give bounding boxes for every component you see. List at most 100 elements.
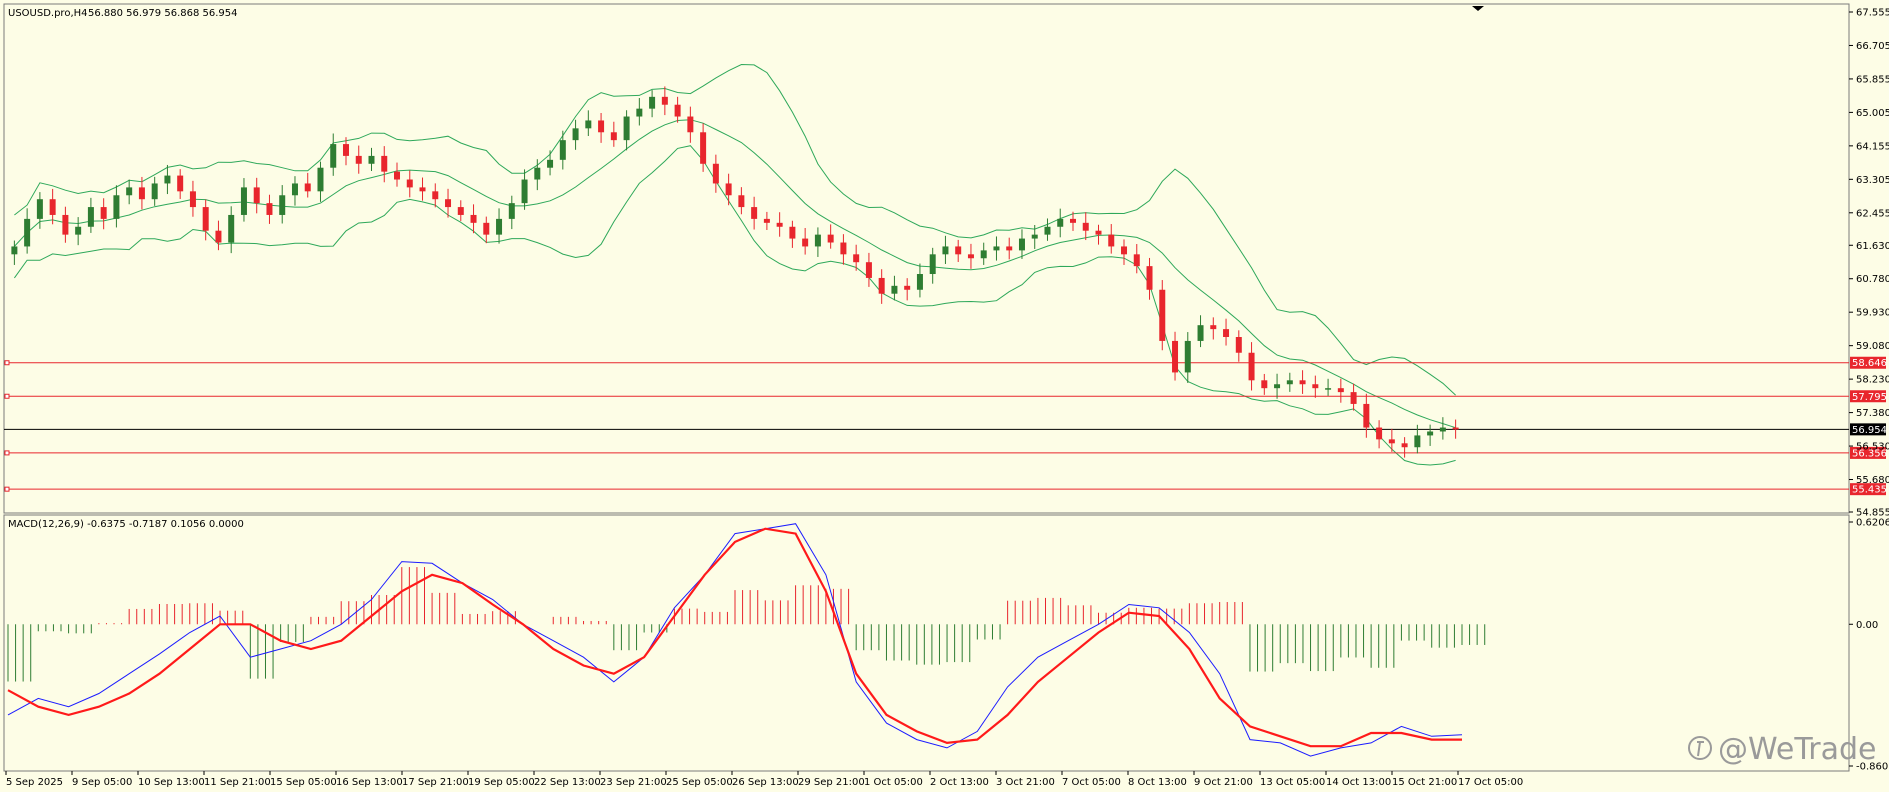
candle-body (394, 171, 401, 180)
candle-body (1261, 380, 1268, 389)
candle-body (138, 187, 145, 200)
candle-body (1274, 384, 1281, 389)
candle-body (1401, 443, 1408, 448)
ohlc-readout: 56.880 56.979 56.868 56.954 (88, 8, 238, 19)
candle-body (342, 144, 349, 156)
candle-body (1235, 337, 1242, 353)
candle-body (1427, 431, 1434, 436)
candle-body (100, 207, 107, 219)
candle-body (36, 199, 43, 219)
candle-body (1108, 234, 1115, 247)
candle-body (445, 199, 452, 208)
candle-body (700, 132, 707, 164)
time-tick-label: 16 Sep 13:00 (336, 777, 403, 788)
candle-body (496, 218, 503, 235)
candle-body (661, 96, 668, 105)
candle-body (1439, 427, 1446, 432)
candle-body (1414, 435, 1421, 448)
candle-body (878, 277, 885, 294)
candle-body (547, 159, 554, 168)
candle-body (215, 230, 222, 243)
candle-body (1082, 222, 1089, 231)
candle-body (636, 108, 643, 117)
price-tick-label: 67.555 (1856, 8, 1889, 19)
candle-body (368, 155, 375, 164)
candle-body (1312, 384, 1319, 389)
level-tag-label: 55.435 (1852, 485, 1887, 496)
price-tick-label: 54.855 (1856, 508, 1889, 519)
candle-body (789, 226, 796, 239)
level-tag (1850, 446, 1886, 459)
level-tag-label: 58.646 (1852, 358, 1887, 369)
candle-body (1159, 289, 1166, 341)
candle-body (865, 262, 872, 278)
candle-body (62, 214, 69, 235)
candle-body (151, 183, 158, 200)
candle-body (751, 207, 758, 219)
candle-body (623, 116, 630, 141)
candle-body (240, 187, 247, 215)
macd-line (7, 523, 1463, 757)
shift-marker-icon[interactable] (1472, 6, 1484, 11)
time-tick-label: 9 Sep 05:00 (72, 777, 132, 788)
candle-body (853, 254, 860, 263)
candle-body (1197, 325, 1204, 341)
candle-body (1018, 238, 1025, 251)
price-tick-label: 63.305 (1856, 175, 1889, 186)
candle-body (1121, 246, 1128, 255)
macd-tick-label: -0.8601 (1856, 762, 1889, 773)
candle-body (164, 175, 171, 184)
horizontal-levels[interactable]: 58.646 57.795 56.356 55.435 56.954 (4, 356, 1887, 496)
candle-body (955, 246, 962, 255)
level-anchor-icon (4, 360, 10, 366)
bollinger-lower-line (13, 145, 1456, 466)
time-tick-label: 5 Sep 2025 (6, 777, 63, 788)
candle-body (814, 234, 821, 247)
candle-body (891, 285, 898, 294)
price-tick-label: 60.780 (1856, 274, 1889, 285)
symbol-label: USOUSD.pro,H4 (8, 8, 88, 19)
level-tag (1850, 483, 1886, 496)
price-tick-label: 64.155 (1856, 141, 1889, 152)
candle-body (572, 128, 579, 141)
candle-body (738, 195, 745, 208)
candle-body (980, 250, 987, 259)
candle-body (1363, 403, 1370, 428)
level-tag-label: 57.795 (1852, 392, 1887, 403)
candle-body (1299, 380, 1306, 385)
candles (11, 86, 1459, 458)
time-tick-label: 15 Oct 21:00 (1392, 777, 1457, 788)
candle-body (521, 179, 528, 204)
candle-body (1286, 380, 1293, 385)
candle-body (189, 191, 196, 208)
price-pane[interactable] (3, 3, 1850, 514)
price-tick-label: 57.380 (1856, 408, 1889, 419)
level-tag (1850, 390, 1886, 403)
bollinger-middle-line (14, 119, 1456, 429)
macd-pane[interactable] (3, 514, 1850, 772)
macd-indicator: 0.6206 0.00 -0.8601 (7, 518, 1889, 773)
candle-body (49, 199, 56, 215)
signal-line (7, 527, 1462, 748)
candle-body (534, 167, 541, 180)
candle-body (1337, 388, 1344, 393)
candle-body (11, 246, 18, 255)
price-tick-label: 55.680 (1856, 475, 1889, 486)
candle-body (840, 242, 847, 255)
candle-body (712, 163, 719, 184)
bollinger-upper-line (14, 63, 1456, 396)
candle-body (687, 116, 694, 133)
candle-body (827, 234, 834, 243)
candle-body (802, 238, 809, 247)
candle-body (330, 144, 337, 168)
candle-body (1044, 226, 1051, 235)
candle-body (457, 207, 464, 215)
candle-body (1388, 439, 1395, 444)
candle-body (1184, 340, 1191, 373)
price-tick-label: 58.230 (1856, 375, 1889, 386)
time-tick-label: 14 Oct 13:00 (1326, 777, 1391, 788)
time-tick-label: 22 Sep 13:00 (534, 777, 601, 788)
macd-tick-label: 0.6206 (1856, 518, 1889, 529)
candle-body (610, 132, 617, 141)
